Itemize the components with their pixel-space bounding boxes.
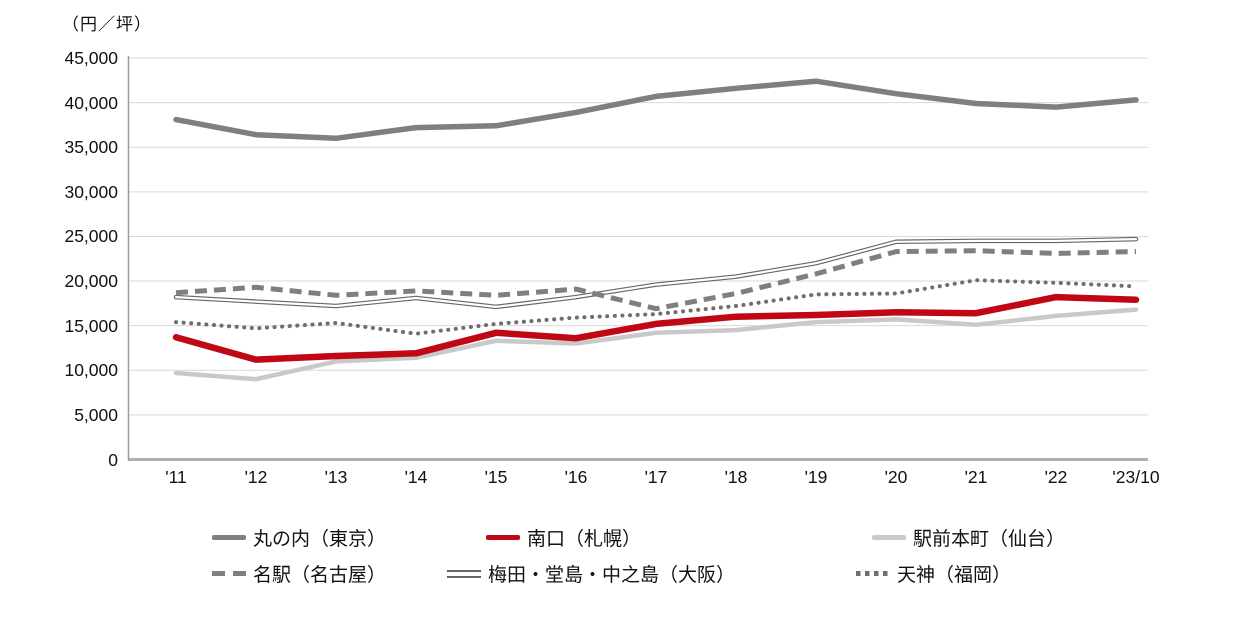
y-axis-tick-label: 10,000 [64,360,118,381]
series-line-ekimae-honcho-sendai [173,307,1139,382]
legend-item-meieki-nagoya: 名駅（名古屋） [212,560,386,587]
x-axis-tick-label: '18 [724,467,748,487]
line-chart-plot-area [127,56,1148,461]
legend-label-minamiguchi-sapporo: 南口（札幌） [527,529,642,550]
legend-swatch-meieki-nagoya-icon [212,571,246,576]
y-axis-tick-label: 35,000 [64,137,118,158]
x-axis-tick-label: '22 [1044,467,1068,487]
legend-swatch-umeda-dojima-nakanoshima-osaka-icon [447,569,481,578]
x-axis-tick-label: '15 [484,467,508,487]
legend-swatch-marunouchi-tokyo-icon [212,535,246,540]
x-axis-tick-label: '12 [244,467,268,487]
legend-item-minamiguchi-sapporo: 南口（札幌） [486,524,641,551]
series-line-tenjin-fukuoka [174,278,1138,336]
legend-swatch-tenjin-fukuoka-icon [856,571,890,576]
legend-swatch-minamiguchi-sapporo-icon [486,535,520,540]
legend-label-umeda-dojima-nakanoshima-osaka: 梅田・堂島・中之島（大阪） [488,565,736,586]
y-axis-tick-label: 45,000 [64,48,118,68]
x-axis-tick-label: '11 [165,467,187,487]
legend-label-ekimae-honcho-sendai: 駅前本町（仙台） [913,529,1066,550]
legend-swatch-ekimae-honcho-sendai-icon [872,535,906,540]
x-axis-tick-label: '21 [964,467,988,487]
x-axis-tick-label: '13 [324,467,348,487]
x-axis-tick-label: '23/10 [1112,467,1160,487]
y-axis-tick-label: 5,000 [74,404,118,425]
series-line-umeda-dojima-nakanoshima-osaka [174,238,1138,308]
series-line-minamiguchi-sapporo [172,293,1140,363]
y-axis-tick-label: 25,000 [64,226,118,247]
legend-label-tenjin-fukuoka: 天神（福岡） [897,565,1012,586]
legend-label-meieki-nagoya: 名駅（名古屋） [253,565,387,586]
legend-item-ekimae-honcho-sendai: 駅前本町（仙台） [872,524,1065,551]
series-line-meieki-nagoya [175,248,1137,312]
x-axis-tick-label: '20 [884,467,908,487]
legend-label-marunouchi-tokyo: 丸の内（東京） [253,529,387,550]
y-axis-tick-label: 40,000 [64,92,118,113]
x-axis-tick-label: '16 [564,467,588,487]
y-axis-tick-label: 0 [108,449,118,470]
y-axis-tick-label: 20,000 [64,271,118,292]
x-axis-tick-label: '17 [644,467,668,487]
x-axis-tick-label: '19 [804,467,828,487]
y-axis-tick-label: 30,000 [64,181,118,202]
legend-item-marunouchi-tokyo: 丸の内（東京） [212,524,386,551]
legend-item-tenjin-fukuoka: 天神（福岡） [856,560,1011,587]
series-line-marunouchi-tokyo [173,78,1139,142]
x-axis-tick-label: '14 [404,467,428,487]
y-axis-tick-label: 15,000 [64,315,118,336]
chart-unit-label: （円／坪） [62,15,152,34]
legend-item-umeda-dojima-nakanoshima-osaka: 梅田・堂島・中之島（大阪） [447,560,735,587]
